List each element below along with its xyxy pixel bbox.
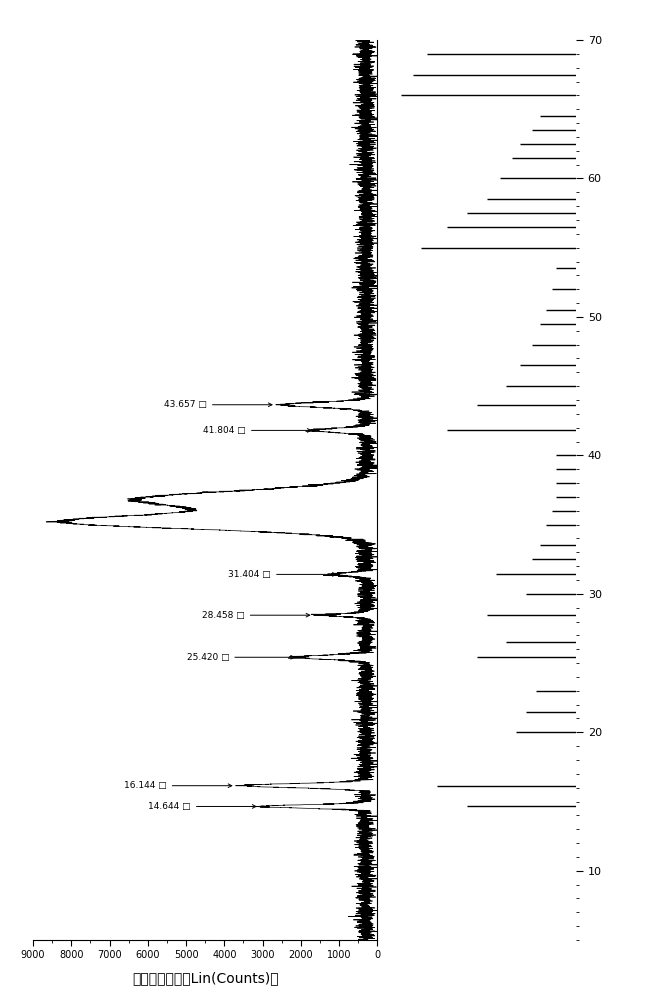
Text: 41.804 □: 41.804 □ [203,426,311,435]
Text: 28.458 □: 28.458 □ [202,611,310,620]
Text: 25.420 □: 25.420 □ [187,653,295,662]
Text: 31.404 □: 31.404 □ [228,570,336,579]
Text: 14.644 □: 14.644 □ [148,802,256,811]
Text: 16.144 □: 16.144 □ [124,781,232,790]
Text: 强度（点数）（Lin(Counts)）: 强度（点数）（Lin(Counts)） [132,971,279,985]
Text: 43.657 □: 43.657 □ [164,400,272,409]
